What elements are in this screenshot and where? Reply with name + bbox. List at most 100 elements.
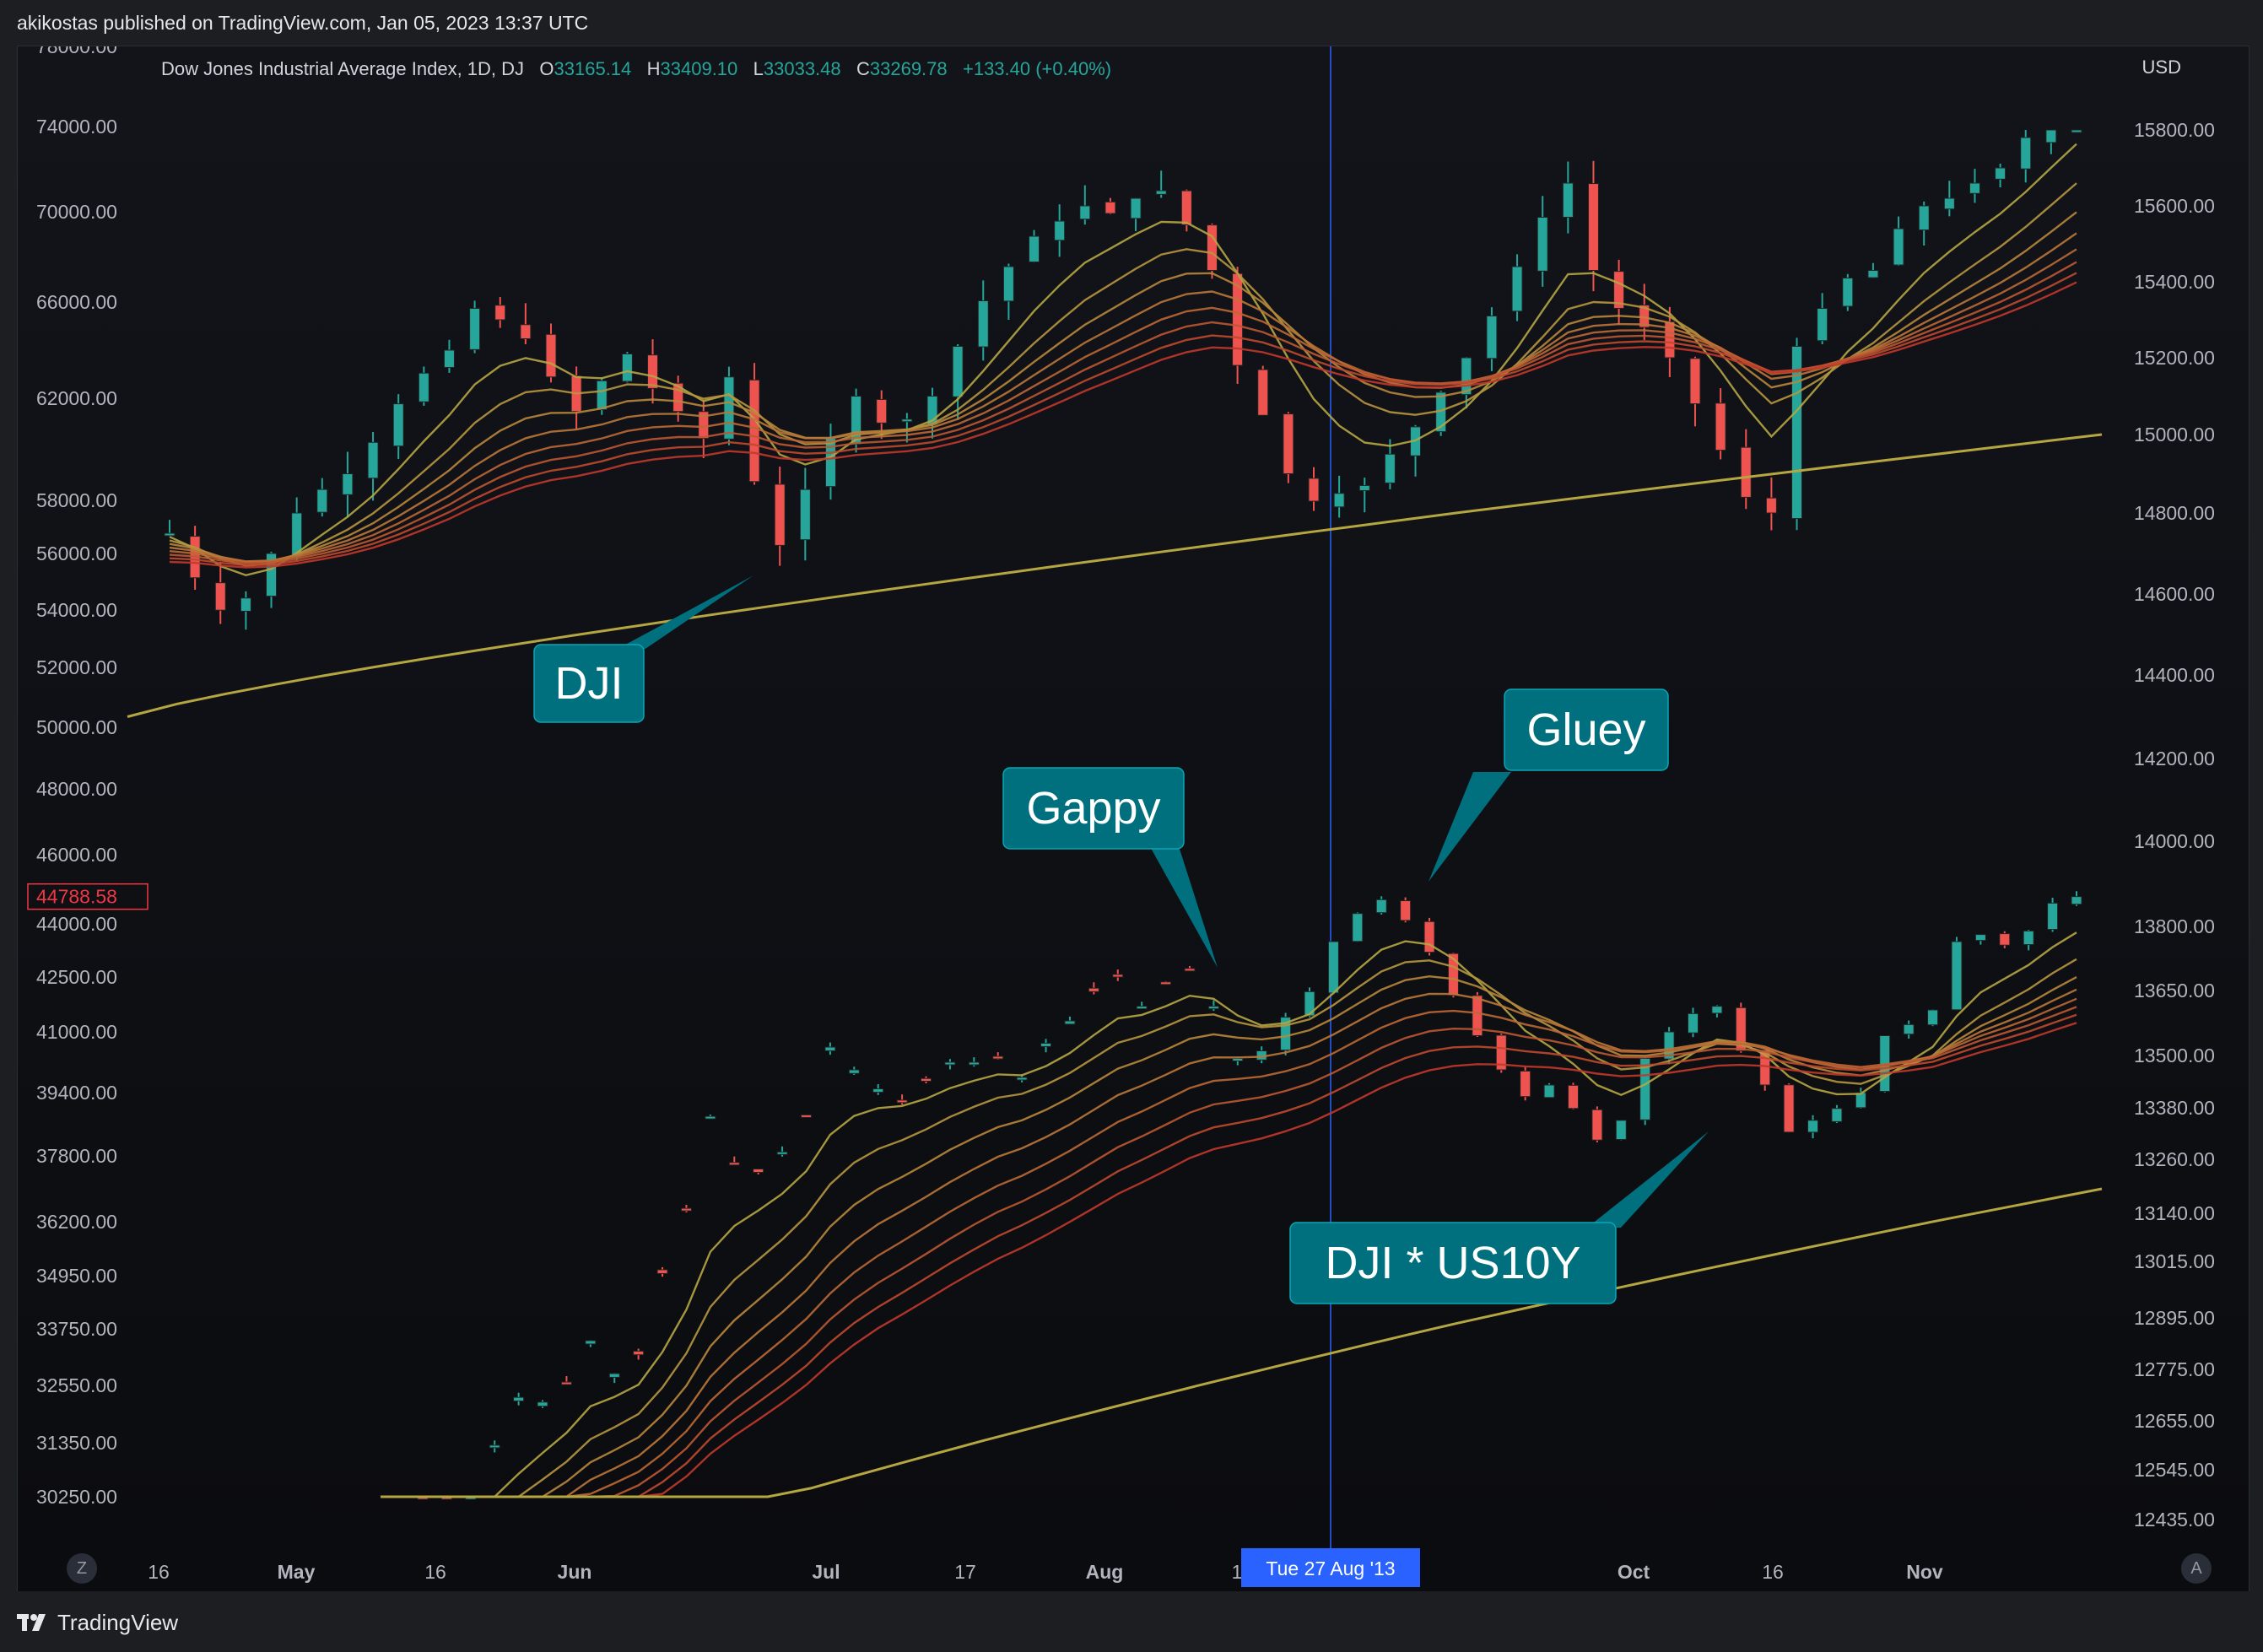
candle-body [1715,402,1726,451]
candle-body [1943,197,1955,210]
x-axis-tick: 16 [424,1561,446,1583]
candle-body [1817,308,1828,342]
candle-body [1079,205,1091,220]
left-axis-tick: 50000.00 [36,716,117,738]
candle-body [418,372,429,402]
candle-body [214,582,226,611]
candle-body [776,1151,788,1155]
legend-change: +133.40 (+0.40%) [962,58,1112,79]
x-axis-tick: 16 [148,1561,170,1583]
ma-200-line [381,1187,2103,1498]
candle-body [1375,899,1387,914]
candle-body [1918,205,1930,231]
candle-body [1520,1070,1531,1098]
ema-ribbon-line [423,1006,2077,1498]
left-axis-tick: 52000.00 [36,656,117,678]
candle-body [1842,278,1854,307]
candle-body [1543,1084,1555,1099]
header-bar: akikostas published on TradingView.com, … [0,0,2263,46]
crosshair-date-label: Tue 27 Aug '13 [1266,1558,1395,1579]
candle-body [968,1061,980,1066]
ema-ribbon-line [169,281,2077,569]
crosshair-date-box [1241,1548,1420,1587]
a-button[interactable]: A [2181,1553,2212,1584]
candle-body [608,1373,620,1378]
candle-body [952,346,964,397]
legend-open-label: O [539,58,554,79]
left-axis-tick: 34950.00 [36,1265,117,1287]
candle-body [494,305,506,321]
tradingview-logo[interactable]: TradingView [17,1610,178,1636]
candle-body [1040,1043,1052,1047]
chart-canvas[interactable]: 78000.00 74000.00 70000.00 66000.00 62000.00… [18,46,2249,1592]
candle-body [1974,934,1986,942]
candle-body [2023,930,2034,946]
callout-dji: DJI [533,575,753,723]
candle-body [1711,1006,1723,1014]
ema-ribbon-line [169,211,2077,564]
candle-body [489,1444,500,1449]
candle-body [621,354,633,382]
candle-body [1999,933,2011,946]
candle-body [1995,167,2006,180]
candle-body [1587,183,1599,272]
left-axis-tick: 36200.00 [36,1211,117,1233]
candle-body [800,1114,812,1118]
right-axis-tick: 13650.00 [2134,980,2215,1001]
right-axis-tick: 15000.00 [2134,424,2215,445]
candle-body [992,1055,1004,1060]
candle-body [1591,1109,1603,1141]
legend-close-value: 33269.78 [869,58,948,79]
callout-gappy-box [1002,767,1185,850]
left-axis-tick: 62000.00 [36,387,117,409]
candle-body [2047,902,2059,931]
candle-body [585,1340,597,1345]
right-axis-tick: 15400.00 [2134,271,2215,293]
callout-gappy-text: Gappy [1026,783,1160,834]
candle-body [1054,220,1066,241]
candle-body [1283,413,1294,474]
callout-dji-box [533,644,645,723]
left-axis-tick: 30250.00 [36,1486,117,1508]
ema-ribbon-line [169,272,2077,567]
candle-body [1567,1084,1579,1109]
left-axis-tick: 56000.00 [36,543,117,564]
left-axis-tick: 31350.00 [36,1432,117,1454]
legend-close-label: C [856,58,870,79]
z-button[interactable]: Z [67,1553,97,1584]
right-axis-tick: 14000.00 [2134,830,2215,852]
current-price-tag: 44788.58 [36,886,117,908]
candle-body [537,1401,548,1407]
candle-body [2045,129,2057,143]
candle-body [1689,358,1701,405]
callout-dji-us10y: DJI * US10Y [1289,1131,1709,1304]
candle-body [723,376,735,440]
right-axis-tick: 14800.00 [2134,502,2215,524]
candle-body [2020,137,2032,170]
chart-pane[interactable]: 78000.00 74000.00 70000.00 66000.00 62000.00… [17,46,2249,1593]
candle-body [469,308,481,350]
candle-body [728,1162,740,1166]
candle-body [1511,266,1523,312]
candle-body [1486,316,1498,359]
candle-body [1495,1034,1507,1071]
current-price-tag-box [27,883,149,910]
candle-body [1893,228,1904,266]
candle-body [1232,1058,1244,1061]
left-axis-tick: 78000.00 [36,46,117,57]
candle-body [1207,1006,1219,1010]
left-axis-tick: 37800.00 [36,1145,117,1167]
candle-body [824,1046,836,1051]
candle-body [876,398,888,424]
left-axis-tick: 74000.00 [36,116,117,138]
candle-body [1016,1077,1028,1081]
candle-body [1562,182,1574,219]
candle-body [1358,484,1370,491]
candle-body [1333,493,1345,508]
candle-body [1184,968,1196,972]
currency-label: USD [2141,57,2181,78]
candle-body [240,597,251,612]
right-axis-tick: 13140.00 [2134,1202,2215,1224]
candle-body [1180,190,1192,226]
candle-body [1969,182,1980,194]
